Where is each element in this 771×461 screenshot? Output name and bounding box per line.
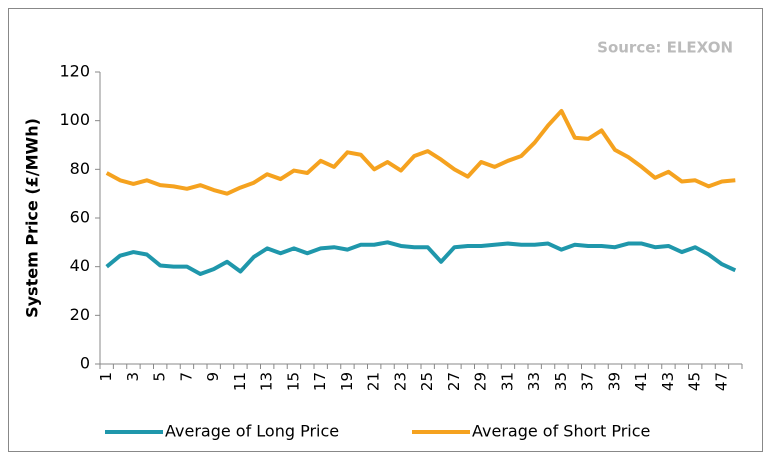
x-tick-label: 13: [258, 372, 276, 391]
x-tick-label: 1: [97, 372, 115, 382]
y-tick-label: 80: [70, 159, 90, 178]
x-tick-label: 45: [686, 372, 704, 391]
x-tick-label: 3: [124, 372, 142, 382]
x-tick-label: 19: [338, 372, 356, 391]
x-tick-label: 27: [445, 372, 463, 391]
y-tick-label: 40: [70, 256, 90, 275]
y-tick-label: 120: [59, 62, 90, 81]
x-tick-label: 41: [632, 372, 650, 391]
source-note: Source: ELEXON: [597, 39, 733, 57]
x-tick-label: 33: [525, 372, 543, 391]
x-tick-label: 11: [231, 372, 249, 391]
legend-label: Average of Long Price: [165, 422, 339, 441]
x-tick-label: 7: [177, 372, 195, 382]
legend-label: Average of Short Price: [472, 422, 650, 441]
x-tick-label: 37: [579, 372, 597, 391]
x-tick-label: 9: [204, 372, 222, 382]
series-line: [105, 108, 736, 196]
series-line: [105, 240, 737, 276]
y-tick-label: 0: [80, 354, 90, 373]
x-tick-label: 23: [391, 372, 409, 391]
x-tick-label: 43: [659, 372, 677, 391]
x-tick-label: 25: [418, 372, 436, 391]
y-axis-label: System Price (£/MWh): [23, 118, 42, 318]
x-tick-label: 15: [284, 372, 302, 391]
x-tick-label: 29: [472, 372, 490, 391]
x-tick-label: 17: [311, 372, 329, 391]
y-tick-label: 100: [59, 110, 90, 129]
chart-frame: [8, 8, 763, 452]
x-tick-label: 35: [552, 372, 570, 391]
y-tick-label: 60: [70, 208, 90, 227]
x-tick-label: 39: [605, 372, 623, 391]
x-tick-label: 31: [498, 372, 516, 391]
x-tick-label: 21: [365, 372, 383, 391]
x-tick-label: 5: [151, 372, 169, 382]
y-tick-label: 20: [70, 305, 90, 324]
x-tick-label: 47: [712, 372, 730, 391]
